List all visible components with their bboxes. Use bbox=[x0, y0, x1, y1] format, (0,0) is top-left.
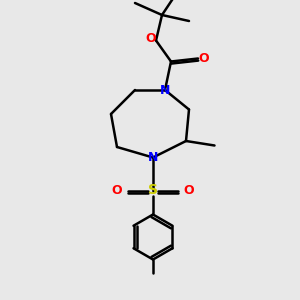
Text: N: N bbox=[148, 151, 158, 164]
Text: O: O bbox=[145, 32, 156, 46]
Text: N: N bbox=[160, 83, 170, 97]
Text: O: O bbox=[184, 184, 194, 197]
Text: O: O bbox=[112, 184, 122, 197]
Text: S: S bbox=[148, 184, 158, 197]
Text: O: O bbox=[198, 52, 209, 65]
